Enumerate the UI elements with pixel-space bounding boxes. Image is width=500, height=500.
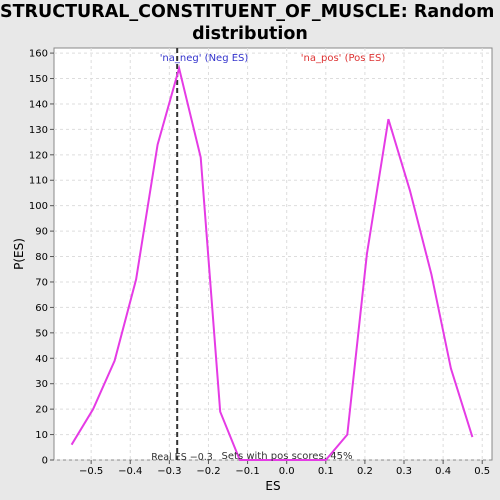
- x-tick-label: 0.5: [474, 466, 490, 477]
- y-tick-label: 40: [35, 354, 48, 365]
- y-tick-label: 10: [35, 430, 48, 441]
- pos-es-label: 'na_pos' (Pos ES): [301, 53, 386, 64]
- y-tick-label: 30: [35, 379, 48, 390]
- y-tick-label: 110: [29, 176, 48, 187]
- y-tick-label: 50: [35, 328, 48, 339]
- x-tick-label: 0.3: [396, 466, 412, 477]
- y-tick-label: 160: [29, 49, 48, 60]
- x-tick-label: 0.0: [279, 466, 295, 477]
- y-axis-label: P(ES): [12, 238, 26, 270]
- y-tick-label: 150: [29, 74, 48, 85]
- x-tick-label: −0.2: [196, 466, 220, 477]
- y-tick-label: 20: [35, 405, 48, 416]
- x-axis-ticks: −0.5 −0.4 −0.3 −0.2 −0.1 0.0 0.1 0.2 0.3 0.4 0.5: [79, 460, 490, 477]
- y-tick-label: 0: [42, 456, 48, 467]
- y-tick-label: 70: [35, 277, 48, 288]
- x-tick-label: −0.1: [235, 466, 259, 477]
- x-tick-label: 0.4: [435, 466, 451, 477]
- y-tick-label: 130: [29, 125, 48, 136]
- y-tick-label: 80: [35, 252, 48, 263]
- x-tick-label: −0.4: [118, 466, 142, 477]
- x-tick-label: −0.5: [79, 466, 103, 477]
- x-tick-label: 0.2: [357, 466, 373, 477]
- y-tick-label: 60: [35, 303, 48, 314]
- neg-es-label: 'na_neg' (Neg ES): [160, 53, 249, 64]
- y-tick-label: 120: [29, 150, 48, 161]
- x-axis-label: ES: [265, 479, 280, 493]
- pos-scores-label: Sets with pos scores: 45%: [222, 451, 353, 462]
- y-axis-ticks: 0 10 20 30 40 50 60 70 80 90 100 110 120 130 140 150 160: [29, 49, 54, 467]
- x-tick-label: 0.1: [318, 466, 334, 477]
- real-es-label: Real ES −0.3: [151, 452, 213, 463]
- x-tick-label: −0.3: [157, 466, 181, 477]
- y-tick-label: 100: [29, 201, 48, 212]
- y-tick-label: 140: [29, 99, 48, 110]
- y-tick-label: 90: [35, 227, 48, 238]
